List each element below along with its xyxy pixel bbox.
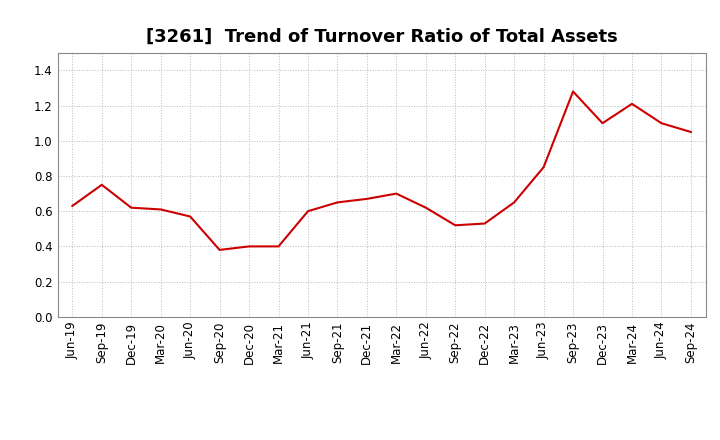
Title: [3261]  Trend of Turnover Ratio of Total Assets: [3261] Trend of Turnover Ratio of Total … [145,28,618,46]
